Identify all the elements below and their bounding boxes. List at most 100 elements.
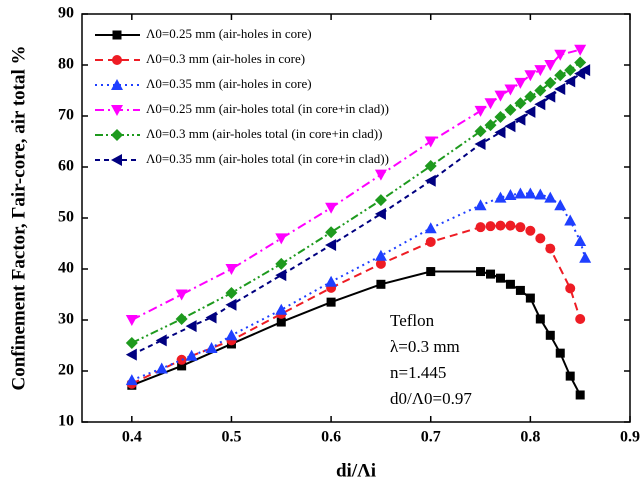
legend-marker bbox=[112, 55, 122, 65]
legend-marker bbox=[111, 79, 123, 90]
data-point bbox=[275, 269, 287, 282]
data-point bbox=[504, 84, 517, 96]
data-point bbox=[225, 298, 237, 311]
y-tick-label: 60 bbox=[58, 158, 74, 175]
x-tick-label: 0.5 bbox=[221, 429, 241, 446]
data-point bbox=[505, 220, 516, 231]
legend-label: Λ0=0.3 mm (air-holes total (in core+in c… bbox=[146, 126, 382, 141]
legend-label: Λ0=0.35 mm (air-holes in core) bbox=[146, 76, 312, 91]
legend-marker bbox=[112, 30, 122, 40]
data-point bbox=[575, 313, 586, 324]
data-point bbox=[504, 120, 516, 133]
data-point bbox=[424, 222, 437, 234]
data-point bbox=[155, 362, 168, 374]
y-tick-label: 90 bbox=[58, 5, 74, 22]
y-tick-label: 40 bbox=[58, 260, 74, 277]
data-point bbox=[544, 76, 557, 89]
data-point bbox=[535, 233, 546, 244]
data-point bbox=[325, 226, 338, 239]
y-axis-label: Confinement Factor, Γair-core, air total… bbox=[8, 45, 29, 390]
data-point bbox=[514, 97, 527, 110]
data-point bbox=[579, 64, 591, 77]
data-point bbox=[486, 269, 496, 279]
data-point bbox=[574, 56, 587, 69]
data-point bbox=[514, 77, 527, 89]
data-point bbox=[176, 354, 187, 365]
data-point bbox=[485, 221, 496, 232]
data-point bbox=[474, 138, 486, 151]
data-point bbox=[564, 75, 576, 88]
data-point bbox=[225, 329, 238, 341]
data-point bbox=[494, 111, 507, 124]
data-point bbox=[276, 317, 286, 327]
data-point bbox=[424, 159, 437, 172]
y-tick-label: 30 bbox=[58, 311, 74, 328]
data-point bbox=[574, 234, 587, 246]
annotation: Teflon bbox=[390, 311, 435, 330]
data-point bbox=[374, 194, 387, 207]
data-point bbox=[424, 174, 436, 187]
data-point bbox=[484, 119, 497, 132]
data-point bbox=[125, 348, 137, 361]
data-point bbox=[185, 320, 197, 333]
data-point bbox=[474, 125, 487, 138]
legend-marker bbox=[111, 154, 122, 166]
data-point bbox=[535, 314, 545, 324]
data-point bbox=[525, 225, 536, 236]
data-point bbox=[524, 90, 537, 103]
data-point bbox=[514, 113, 526, 126]
x-tick-label: 0.8 bbox=[520, 429, 540, 446]
data-point bbox=[575, 390, 585, 400]
data-point bbox=[579, 251, 592, 263]
data-point bbox=[175, 312, 188, 325]
data-point bbox=[564, 214, 577, 226]
legend-label: Λ0=0.3 mm (air-holes in core) bbox=[146, 51, 305, 66]
data-point bbox=[374, 207, 386, 220]
series-line bbox=[131, 270, 582, 396]
data-point bbox=[125, 336, 138, 349]
data-point bbox=[325, 275, 338, 287]
y-tick-label: 50 bbox=[58, 209, 74, 226]
data-point bbox=[205, 342, 218, 354]
data-point bbox=[514, 187, 527, 199]
data-point bbox=[326, 297, 336, 307]
data-point bbox=[484, 98, 497, 110]
data-point bbox=[475, 222, 486, 233]
data-point bbox=[425, 236, 436, 247]
annotation: d0/Λ0=0.97 bbox=[390, 389, 472, 408]
data-point bbox=[554, 49, 567, 61]
y-tick-label: 20 bbox=[58, 362, 74, 379]
data-point bbox=[525, 293, 535, 303]
data-point bbox=[494, 191, 507, 203]
data-point bbox=[554, 69, 567, 82]
annotation: λ=0.3 mm bbox=[390, 337, 460, 356]
data-point bbox=[545, 330, 555, 340]
x-tick-label: 0.7 bbox=[421, 429, 441, 446]
legend-label: Λ0=0.35 mm (air-holes total (in core+in … bbox=[146, 151, 389, 166]
x-tick-label: 0.9 bbox=[620, 429, 640, 446]
data-point bbox=[325, 239, 337, 252]
y-tick-label: 80 bbox=[58, 56, 74, 73]
data-point bbox=[534, 188, 547, 200]
data-point bbox=[275, 303, 288, 315]
data-point bbox=[524, 105, 536, 118]
data-point bbox=[495, 273, 505, 283]
data-point bbox=[544, 90, 556, 103]
data-point bbox=[494, 126, 506, 139]
data-point bbox=[554, 82, 566, 95]
data-point bbox=[505, 279, 515, 289]
data-point bbox=[275, 257, 288, 270]
data-point bbox=[534, 65, 547, 77]
data-point bbox=[376, 279, 386, 289]
data-point bbox=[375, 258, 386, 269]
series-line bbox=[131, 224, 582, 385]
data-point bbox=[175, 289, 188, 301]
data-point bbox=[495, 220, 506, 231]
data-point bbox=[177, 361, 187, 371]
data-point bbox=[426, 267, 436, 277]
data-point bbox=[155, 334, 167, 347]
data-point bbox=[494, 90, 507, 102]
data-point bbox=[515, 285, 525, 295]
data-point bbox=[555, 348, 565, 358]
data-point bbox=[225, 264, 238, 275]
